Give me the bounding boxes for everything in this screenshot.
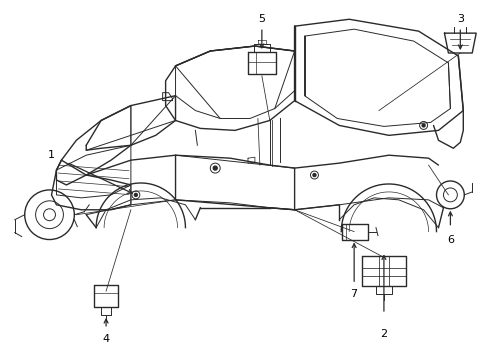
Text: 4: 4 bbox=[102, 334, 109, 344]
Text: 1: 1 bbox=[48, 150, 55, 160]
Text: 7: 7 bbox=[350, 289, 357, 299]
Text: 5: 5 bbox=[258, 14, 265, 24]
Text: 3: 3 bbox=[456, 14, 463, 24]
Circle shape bbox=[312, 174, 315, 176]
Circle shape bbox=[134, 193, 137, 196]
Circle shape bbox=[421, 124, 424, 127]
Text: 2: 2 bbox=[380, 329, 386, 339]
Text: 6: 6 bbox=[446, 234, 453, 244]
Circle shape bbox=[213, 166, 217, 170]
